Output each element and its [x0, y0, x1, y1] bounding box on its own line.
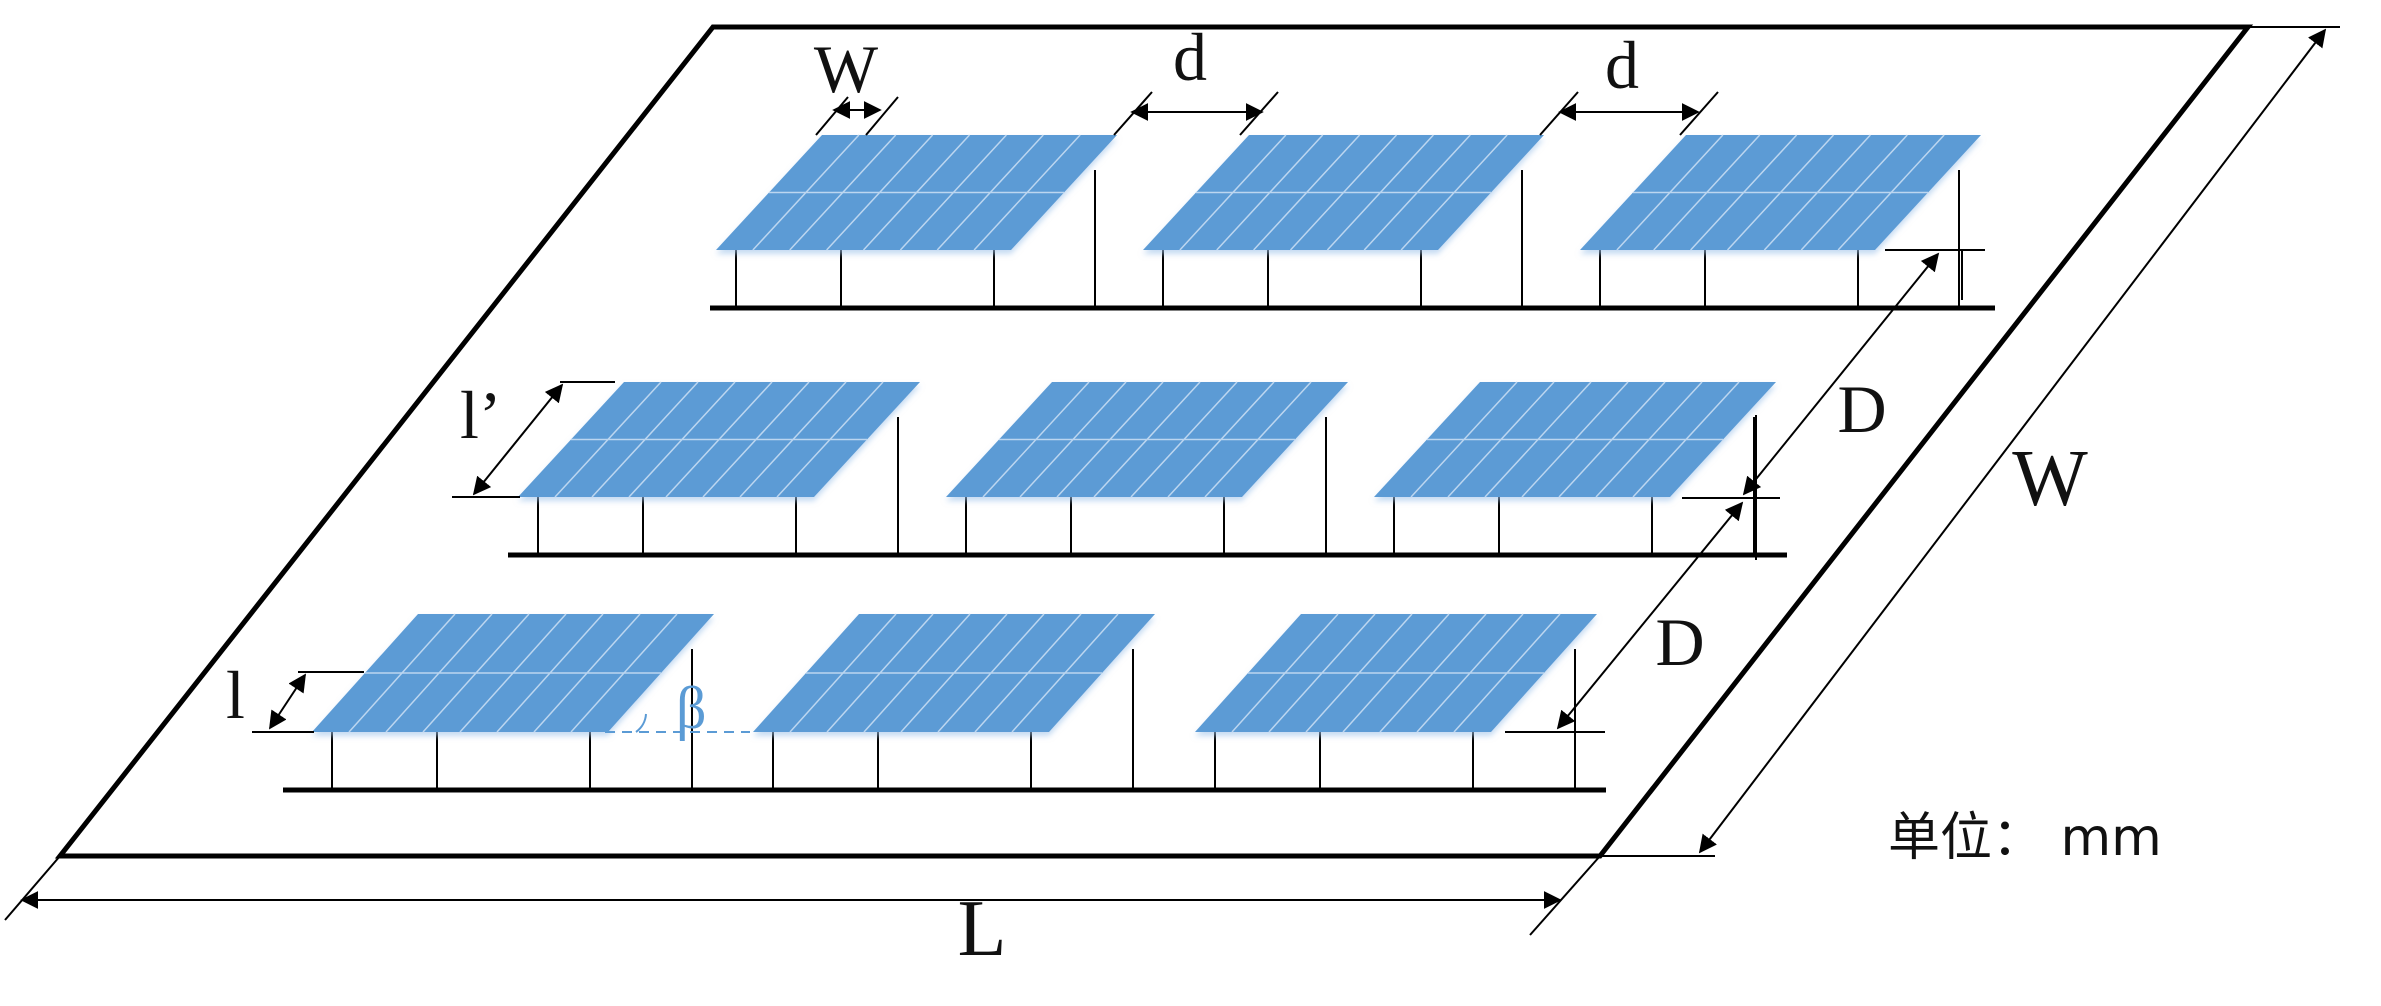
panel-cell-line [385, 613, 493, 733]
panel-cell-line [1179, 134, 1287, 251]
panel-cell-line [628, 381, 736, 498]
label-spacing-1: d [1173, 19, 1207, 95]
label-field-width: W [2012, 435, 2088, 523]
solar-panel [312, 613, 714, 790]
panel-cell-line [826, 613, 934, 733]
panel-cell-line [348, 613, 456, 733]
dimension-field-length [4, 855, 1601, 936]
panel-cell-line [1410, 381, 1518, 498]
panel-cell-line [752, 134, 860, 251]
panel-cell-line [899, 134, 1007, 251]
panel-row-2 [508, 381, 1787, 558]
panel-cell-line [1416, 613, 1524, 733]
panel-cell-line [496, 613, 604, 733]
label-slant-length-top: l’ [460, 377, 502, 453]
panel-cell-line [862, 134, 971, 251]
panel-cell-line [702, 381, 810, 498]
panel-cell-line [973, 134, 1081, 251]
solar-panel [1580, 134, 1981, 308]
label-unit: 单位： mm [1888, 808, 2162, 868]
panel-cell-line [936, 134, 1044, 251]
slant-length-bottom-arrow [269, 673, 306, 730]
panel-cell-line [570, 613, 678, 733]
solar-panel [1143, 134, 1544, 308]
panel-cell-line [974, 613, 1082, 733]
panel-cell-line [789, 613, 897, 733]
label-spacing-2: d [1605, 27, 1639, 103]
panel-cell-line [1595, 381, 1703, 498]
field-width-arrow [1698, 28, 2327, 854]
dimension-spacing-1 [1113, 91, 1279, 136]
panel-cell-line [533, 613, 641, 733]
panel-cell-line [826, 134, 934, 251]
panel-cell-line [459, 613, 567, 733]
label-field-length: L [958, 885, 1007, 973]
panel-cell-line [1363, 134, 1471, 251]
panel-row-3 [283, 613, 1606, 793]
row-pitch-2-arrow [1556, 501, 1744, 730]
label-panel-width: W [814, 31, 879, 107]
dimension-field-width [1600, 26, 2340, 857]
solar-panel [518, 381, 920, 555]
solar-panel [1374, 381, 1776, 555]
panel-cell-line [1400, 134, 1508, 251]
panel-cell-line [665, 381, 773, 498]
row-pitch-1-arrow [1742, 252, 1940, 496]
panel-cell-line [900, 613, 1008, 733]
panel-cell-line [1253, 134, 1361, 251]
slant-length-top-arrow [472, 383, 564, 496]
panel-cell-line [1447, 381, 1555, 498]
tilt-angle-indicator [605, 713, 750, 733]
label-tilt-angle: β [676, 675, 707, 741]
dimension-row-pitch-2 [1505, 501, 1744, 733]
panel-cell-line [1093, 381, 1201, 498]
panel-cell-line [982, 381, 1090, 498]
panel-row-1 [710, 134, 1995, 311]
panel-cell-line [1130, 381, 1238, 498]
solar-panel [1195, 613, 1597, 790]
panel-cell-line [1019, 381, 1127, 498]
dimension-row-pitch-1 [1682, 249, 1985, 499]
dimension-panel-width [815, 96, 899, 136]
label-row-pitch-1: D [1837, 371, 1886, 447]
panel-cell-line [1342, 613, 1450, 733]
panel-cell-line [1011, 613, 1119, 733]
panel-cell-line [1379, 613, 1487, 733]
panel-cell-line [554, 381, 662, 498]
panel-cell-line [591, 381, 699, 498]
panel-cell-line [937, 613, 1045, 733]
panel-cell-line [776, 381, 884, 498]
solar-panel [753, 613, 1155, 790]
solar-panel [716, 134, 1117, 308]
dimension-slant-length-bottom [252, 671, 364, 733]
panel-cell-line [1289, 134, 1398, 251]
panel-cell-line [1167, 381, 1275, 498]
panel-cell-line [1268, 613, 1376, 733]
label-slant-length-bottom: l [226, 657, 245, 733]
panel-cell-line [1521, 381, 1629, 498]
panel-cell-line [1558, 381, 1666, 498]
panel-cell-line [1204, 381, 1312, 498]
panel-cell-line [1484, 381, 1592, 498]
panel-cell-line [1231, 613, 1339, 733]
panel-rows [283, 134, 1995, 793]
dimension-spacing-2 [1539, 91, 1719, 136]
panel-cell-line [422, 613, 530, 733]
panel-cell-line [1453, 613, 1561, 733]
panel-cell-line [789, 134, 897, 251]
panel-cell-line [863, 613, 971, 733]
panel-cell-line [1305, 613, 1413, 733]
panel-cell-line [1216, 134, 1324, 251]
panel-cell-line [1056, 381, 1164, 498]
dimension-slant-length-top [452, 381, 615, 498]
label-row-pitch-2: D [1655, 604, 1704, 680]
panel-cell-line [1326, 134, 1434, 251]
solar-panel [946, 381, 1348, 555]
panel-cell-line [739, 381, 847, 498]
